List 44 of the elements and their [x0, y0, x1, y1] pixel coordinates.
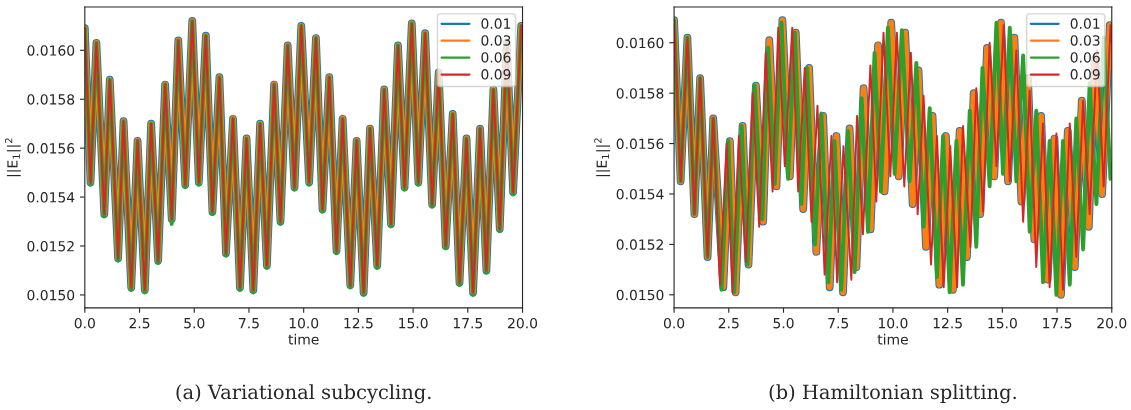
x-axis-title: time [288, 333, 319, 345]
legend-label: 0.03 [1070, 35, 1100, 46]
x-tick-label: 5.0 [184, 317, 205, 329]
legend-label: 0.01 [1070, 18, 1100, 29]
y-tick-label: 0.0158 [616, 88, 664, 99]
legend-label: 0.01 [481, 18, 511, 29]
y-tick-label: 0.0154 [616, 188, 664, 200]
y-tick-label: 0.0156 [27, 143, 75, 154]
x-tick-label: 17.5 [453, 318, 483, 329]
x-tick-label: 7.5 [239, 318, 259, 329]
y-tick-label: 0.0156 [616, 138, 664, 150]
x-tick-label: 15.0 [399, 317, 428, 329]
text: (b) Hamiltonian splitting. [769, 384, 1016, 404]
legend-label: 0.09 [481, 69, 511, 80]
x-tick-label: 0.0 [663, 317, 685, 329]
legend-label: 0.06 [481, 52, 511, 63]
x-tick-label: 10.0 [289, 317, 319, 329]
x-tick-label: 7.5 [828, 318, 849, 329]
x-tick-label: 20.0 [508, 317, 538, 329]
x-tick-label: 0.0 [74, 317, 95, 329]
y-tick-label: 0.0154 [27, 192, 75, 203]
x-tick-label: 12.5 [933, 317, 962, 329]
y-tick-label: 0.0152 [27, 240, 74, 252]
y-tick-label: 0.0160 [616, 37, 664, 49]
legend-label: 0.09 [1070, 69, 1100, 80]
x-tick-label: 20.0 [1097, 317, 1127, 329]
x-tick-label: 12.5 [344, 317, 373, 329]
x-tick-label: 15.0 [988, 317, 1017, 329]
x-tick-label: 10.0 [878, 317, 908, 329]
x-axis-title: time [877, 333, 908, 345]
legend-label: 0.06 [1070, 52, 1100, 63]
x-tick-label: 17.5 [1043, 318, 1072, 329]
y-tick-label: 0.0150 [27, 289, 75, 301]
x-tick-label: 2.5 [718, 317, 739, 329]
legend-label: 0.03 [481, 35, 511, 46]
text: (a) Variational subcycling. [176, 384, 431, 404]
y-axis-title: ||E$_{1}$||$^{2}$ [4, 138, 21, 177]
y-tick-label: 0.0158 [27, 94, 75, 105]
x-tick-label: 5.0 [773, 317, 794, 329]
x-tick-label: 2.5 [129, 317, 150, 329]
y-tick-label: 0.0152 [616, 239, 663, 250]
y-tick-label: 0.0150 [616, 289, 664, 301]
y-axis-title: ||E$_{1}$||$^{2}$ [594, 138, 611, 177]
y-tick-label: 0.0160 [27, 45, 75, 56]
